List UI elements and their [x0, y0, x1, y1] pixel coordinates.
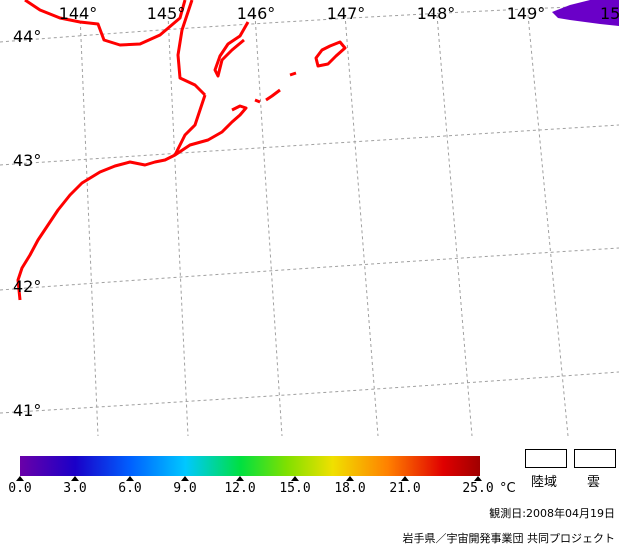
lon-label-146: 146° [237, 4, 276, 23]
parallel-43 [0, 124, 619, 166]
nemuro-peninsula [174, 104, 248, 157]
tick-9 [181, 476, 189, 481]
graticule [0, 4, 619, 436]
tick-label-3: 3.0 [63, 481, 87, 496]
tick-25 [474, 476, 482, 481]
hokkaido-north-coast [24, 0, 187, 47]
lat-label-43: 43° [13, 151, 41, 170]
cloud-swatch [574, 449, 616, 468]
tick-0 [16, 476, 24, 481]
tick-label-12: 12.0 [224, 481, 256, 496]
tick-15 [291, 476, 299, 481]
tick-21 [401, 476, 409, 481]
land-swatch [525, 449, 567, 468]
lat-label-41: 41° [13, 401, 41, 420]
etorofu-island [314, 40, 347, 68]
meridian-149 [527, 14, 569, 436]
meridian-148 [436, 14, 473, 436]
cloud-label: 雲 [587, 475, 601, 490]
lat-label-42: 42° [13, 277, 41, 296]
meridian-146 [254, 14, 283, 436]
lon-label-149: 149° [507, 4, 546, 23]
lat-label-44: 44° [13, 27, 41, 46]
tick-label-25: 25.0 [462, 481, 494, 496]
meridian-144 [79, 14, 99, 436]
sst-map: 144° 145° 146° 147° 148° 149° 15 44° 43°… [0, 0, 619, 436]
tick-label-0: 0.0 [8, 481, 32, 496]
lon-label-144: 144° [59, 4, 98, 23]
shiretoko-peninsula [176, 0, 207, 97]
hokkaido-east-coast [16, 94, 207, 301]
coastline [16, 0, 347, 301]
unit-label: °C [500, 481, 516, 496]
tick-label-9: 9.0 [173, 481, 197, 496]
kunashiri-island [213, 21, 250, 78]
parallel-44 [0, 4, 619, 43]
cloud-area [552, 0, 619, 26]
parallel-41 [0, 371, 619, 414]
meridian-147 [344, 14, 379, 436]
tick-label-21: 21.0 [389, 481, 421, 496]
meridian-145 [167, 14, 189, 436]
observation-date: 観測日:2008年04月19日 [489, 507, 615, 520]
tick-6 [126, 476, 134, 481]
habomai-islands [254, 71, 297, 104]
tick-3 [71, 476, 79, 481]
tick-label-15: 15.0 [279, 481, 311, 496]
tick-label-18: 18.0 [334, 481, 366, 496]
tick-18 [346, 476, 354, 481]
tick-label-6: 6.0 [118, 481, 142, 496]
lon-label-148: 148° [417, 4, 456, 23]
lon-label-145: 145° [147, 4, 186, 23]
project-credit: 岩手県／宇宙開発事業団 共同プロジェクト [402, 532, 616, 545]
land-label: 陸域 [531, 475, 558, 490]
temperature-color-bar [20, 456, 480, 476]
tick-12 [236, 476, 244, 481]
parallel-42 [0, 247, 619, 291]
lon-label-150: 15 [600, 4, 619, 23]
lon-label-147: 147° [327, 4, 366, 23]
